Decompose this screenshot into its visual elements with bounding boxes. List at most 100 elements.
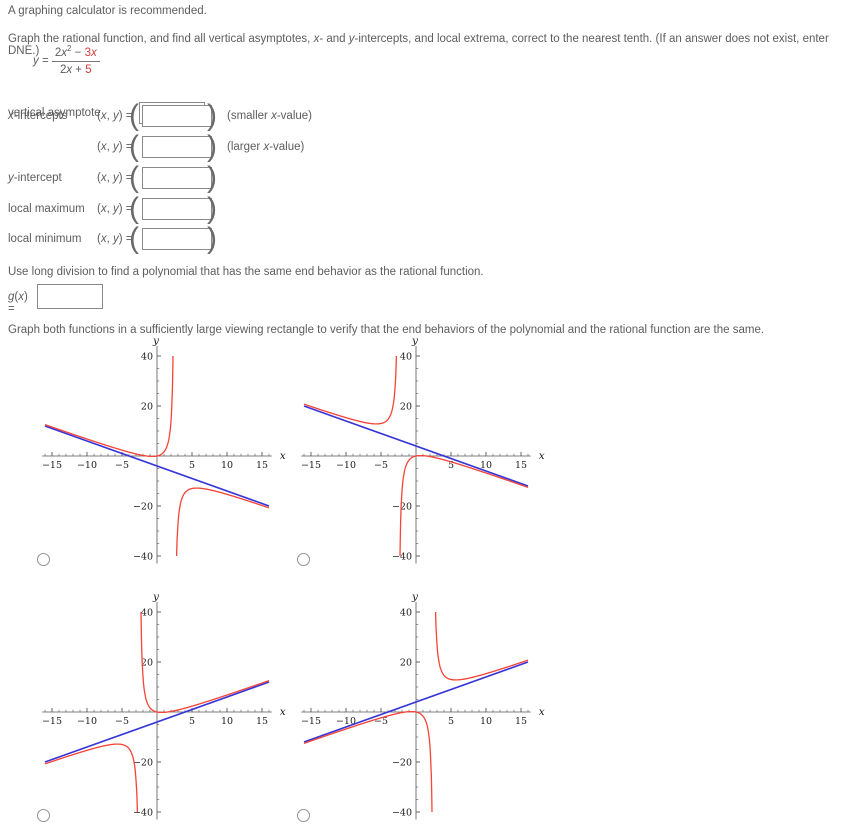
- prefix-part: ,: [106, 203, 113, 215]
- x-tick-label: −10: [336, 460, 356, 471]
- x-tick-label: −15: [42, 716, 62, 727]
- graph-option-c-radio[interactable]: [37, 809, 50, 822]
- local-maximum-input[interactable]: [142, 198, 212, 220]
- rational-curve: [44, 355, 270, 556]
- prefix-x: x: [100, 233, 107, 245]
- y-tick-label: −40: [133, 808, 153, 819]
- y-intercept-row: y-intercept (x, y) = ( ): [0, 161, 855, 195]
- y-axis-label: y: [411, 336, 419, 347]
- close-paren: ): [207, 192, 217, 225]
- x-intercept-smaller-input[interactable]: [142, 105, 212, 127]
- x-tick-label: −15: [42, 460, 62, 471]
- instructions-part: Graph the rational function, and find al…: [8, 33, 314, 45]
- x-tick-label: 10: [221, 716, 233, 727]
- graph-option-b-radio[interactable]: [297, 553, 310, 566]
- hint-part: -value): [276, 110, 312, 122]
- prefix-x: x: [100, 172, 107, 184]
- y-tick-label: 20: [141, 658, 153, 669]
- prefix-part: ,: [106, 172, 113, 184]
- polynomial-curve: [44, 681, 270, 763]
- instructions-part: -intercepts, and local extrema, correct …: [8, 33, 829, 57]
- y-axis-label: y: [152, 336, 160, 347]
- x-tick-label: 15: [256, 460, 268, 471]
- x-tick-label: 5: [448, 716, 454, 727]
- instructions-y-var: y: [348, 33, 355, 45]
- prefix-part: ,: [106, 110, 113, 122]
- x-intercept-larger-input[interactable]: [142, 136, 212, 158]
- local-minimum-input[interactable]: [142, 228, 212, 250]
- open-paren: (: [129, 192, 139, 225]
- prefix-part: (: [97, 233, 101, 245]
- num-coeff-red: 3: [84, 46, 91, 59]
- rational-curve: [44, 611, 270, 813]
- den-plus: +: [72, 64, 86, 77]
- den-coeff: 2: [59, 64, 67, 77]
- graph-option-a-radio[interactable]: [37, 553, 50, 566]
- x-tick-label: −5: [115, 460, 129, 471]
- close-paren: ): [207, 161, 217, 194]
- local-maximum-label: local maximum: [8, 203, 85, 215]
- graph-section-text: Graph both functions in a sufficiently l…: [8, 324, 765, 336]
- x-axis-label: x: [280, 450, 286, 462]
- polynomial-curve: [303, 405, 529, 487]
- formula-denominator: 2x + 5: [52, 62, 100, 77]
- polynomial-curve: [303, 661, 529, 743]
- graph-option-d-plot: −15 −10 −5 5 10 15 −40 −20 20 40 x y: [301, 592, 545, 820]
- formula-equals: =: [38, 54, 52, 67]
- prefix-y: y: [112, 110, 119, 122]
- rational-curve: [303, 355, 529, 557]
- instructions-text: Graph the rational function, and find al…: [8, 33, 855, 57]
- x-intercepts-label: x-intercepts: [8, 110, 67, 122]
- graph-option-b-plot: −15 −10 −5 5 10 15 −40 −20 20 40 x y: [301, 336, 545, 564]
- y-tick-label: −20: [133, 758, 153, 769]
- g-of-x-input[interactable]: [37, 284, 103, 309]
- close-paren: ): [207, 99, 217, 132]
- prefix-part: ) =: [118, 172, 136, 184]
- xy-equals-prefix: (x, y) =: [97, 141, 136, 153]
- hint-part: (larger: [227, 141, 264, 153]
- long-division-text: Use long division to find a polynomial t…: [8, 266, 484, 278]
- prefix-part: ,: [106, 141, 113, 153]
- y-tick-label: 40: [400, 352, 412, 363]
- x-tick-label: 10: [480, 460, 492, 471]
- smaller-x-hint: (smaller x-value): [227, 110, 312, 122]
- den-const-red: 5: [85, 64, 92, 77]
- prefix-part: ) =: [118, 233, 136, 245]
- prefix-x: x: [100, 110, 107, 122]
- prefix-part: ) =: [118, 110, 136, 122]
- x-tick-label: −5: [374, 460, 388, 471]
- prefix-y: y: [112, 233, 119, 245]
- formula-lhs: y: [33, 54, 39, 67]
- y-tick-label: 40: [141, 352, 153, 363]
- g-var: g: [8, 291, 15, 303]
- y-intercept-input[interactable]: [142, 167, 212, 189]
- local-minimum-label: local minimum: [8, 233, 82, 245]
- prefix-x: x: [100, 141, 107, 153]
- xy-equals-prefix: (x, y) =: [97, 203, 136, 215]
- formula-fraction: 2x2 − 3x 2x + 5: [51, 44, 100, 78]
- instructions-part: - and: [319, 33, 349, 45]
- x-tick-label: 5: [189, 460, 195, 471]
- prefix-part: (: [97, 110, 101, 122]
- close-paren: ): [207, 222, 217, 255]
- num-coeff: 2: [54, 46, 62, 59]
- y-tick-label: 40: [400, 608, 412, 619]
- x-tick-label: 15: [515, 716, 527, 727]
- x-tick-label: −10: [336, 716, 356, 727]
- graph-option-c-plot: −15 −10 −5 5 10 15 −40 −20 20 40 x y: [42, 592, 286, 820]
- formula-numerator: 2x2 − 3x: [51, 44, 100, 63]
- polynomial-curve: [44, 425, 270, 507]
- label-y-var: y: [8, 172, 14, 184]
- hint-part: (smaller: [227, 110, 272, 122]
- y-axis-label: y: [411, 592, 419, 603]
- open-paren: (: [129, 130, 139, 163]
- x-tick-label: 5: [448, 460, 454, 471]
- num-var-red: x: [90, 46, 97, 59]
- prefix-part: (: [97, 172, 101, 184]
- y-tick-label: 20: [400, 658, 412, 669]
- xy-equals-prefix: (x, y) =: [97, 110, 136, 122]
- x-tick-label: 15: [256, 716, 268, 727]
- graph-option-d-radio[interactable]: [297, 809, 310, 822]
- local-minimum-row: local minimum (x, y) = ( ): [0, 222, 855, 256]
- y-tick-label: 40: [141, 608, 153, 619]
